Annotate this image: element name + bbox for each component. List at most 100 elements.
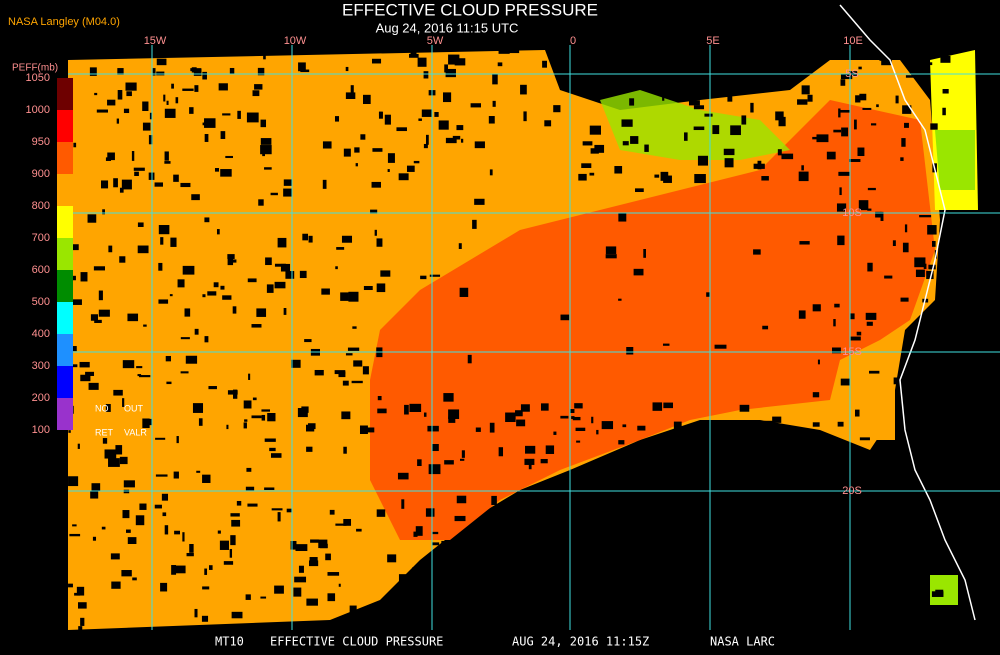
clear-patch — [286, 508, 292, 513]
clear-patch — [299, 270, 307, 279]
clear-patch — [415, 526, 423, 536]
clear-patch — [697, 515, 703, 526]
clear-patch — [875, 211, 882, 218]
clear-patch — [651, 511, 662, 514]
clear-patch — [387, 153, 395, 163]
clear-patch — [918, 509, 928, 519]
clear-patch — [182, 88, 194, 91]
clear-patch — [73, 142, 77, 148]
clear-patch — [762, 325, 769, 330]
clear-patch — [870, 537, 877, 542]
longitude-label: 5W — [427, 35, 444, 47]
clear-patch — [621, 119, 633, 127]
clear-patch — [202, 586, 210, 590]
legend-swatch — [57, 366, 73, 398]
clear-patch — [571, 416, 575, 420]
clear-patch — [855, 95, 861, 103]
title: EFFECTIVE CLOUD PRESSURE — [342, 0, 598, 19]
clear-patch — [243, 400, 252, 409]
clear-patch — [356, 528, 362, 532]
clear-patch — [788, 597, 799, 605]
clear-patch — [418, 118, 422, 121]
clear-patch — [219, 540, 229, 550]
clear-patch — [684, 132, 688, 141]
clear-patch — [428, 464, 441, 475]
clear-patch — [879, 57, 891, 61]
clear-patch — [70, 364, 78, 368]
clear-patch — [772, 416, 782, 423]
clear-patch — [208, 386, 217, 390]
clear-patch — [126, 91, 132, 97]
clear-patch — [710, 45, 718, 48]
clear-patch — [417, 459, 422, 467]
clear-patch — [243, 422, 247, 429]
clear-patch — [370, 209, 378, 214]
clear-patch — [479, 625, 490, 629]
clear-patch — [638, 568, 642, 575]
clear-patch — [826, 465, 837, 472]
clear-patch — [398, 173, 409, 181]
clear-patch — [883, 625, 892, 629]
clear-patch — [295, 544, 308, 552]
clear-patch — [256, 308, 267, 317]
clear-patch — [164, 161, 171, 164]
clear-patch — [752, 455, 762, 463]
legend-tick-label: 300 — [32, 360, 50, 372]
clear-patch — [420, 275, 427, 280]
clear-patch — [773, 524, 776, 531]
clear-patch — [849, 313, 855, 320]
clear-patch — [664, 77, 676, 86]
clear-patch — [852, 566, 858, 572]
clear-patch — [837, 421, 844, 427]
clear-patch — [413, 531, 418, 537]
clear-patch — [69, 533, 81, 537]
clear-patch — [245, 594, 251, 600]
clear-patch — [306, 598, 318, 606]
clear-patch — [460, 138, 464, 143]
clear-patch — [488, 116, 495, 124]
clear-patch — [781, 153, 794, 160]
clear-patch — [870, 123, 877, 126]
clear-patch — [697, 155, 709, 166]
latitude-label: 10S — [842, 207, 862, 219]
latitude-label: 20S — [842, 485, 862, 497]
clear-patch — [196, 470, 201, 473]
clear-patch — [76, 586, 85, 596]
clear-patch — [321, 288, 330, 295]
clear-patch — [71, 48, 78, 52]
clear-patch — [169, 294, 173, 297]
clear-patch — [723, 148, 735, 156]
clear-patch — [834, 303, 840, 308]
clear-patch — [432, 542, 440, 546]
clear-patch — [306, 424, 315, 432]
clear-patch — [491, 495, 497, 505]
footer-text: MT10 — [215, 635, 244, 649]
clear-patch — [143, 324, 147, 327]
clear-patch — [322, 141, 332, 149]
clear-patch — [166, 381, 172, 385]
clear-patch — [372, 148, 383, 152]
clear-patch — [322, 179, 327, 189]
clear-patch — [232, 306, 237, 314]
clear-patch — [329, 627, 334, 635]
clear-patch — [892, 617, 902, 626]
clear-patch — [182, 532, 185, 542]
clear-patch — [300, 69, 310, 73]
clear-patch — [858, 66, 862, 70]
clear-patch — [594, 144, 605, 153]
clear-patch — [98, 309, 110, 317]
clear-patch — [107, 152, 115, 161]
clear-patch — [837, 235, 845, 246]
clear-patch — [280, 263, 291, 272]
legend-note: OUT — [124, 403, 144, 413]
clear-patch — [575, 427, 586, 432]
clear-patch — [775, 111, 784, 121]
clear-patch — [737, 465, 749, 474]
clear-patch — [794, 490, 803, 499]
clear-patch — [611, 565, 622, 570]
clear-patch — [69, 346, 77, 352]
clear-patch — [412, 567, 422, 575]
clear-patch — [740, 495, 744, 501]
clear-patch — [474, 575, 483, 584]
clear-patch — [156, 71, 165, 76]
